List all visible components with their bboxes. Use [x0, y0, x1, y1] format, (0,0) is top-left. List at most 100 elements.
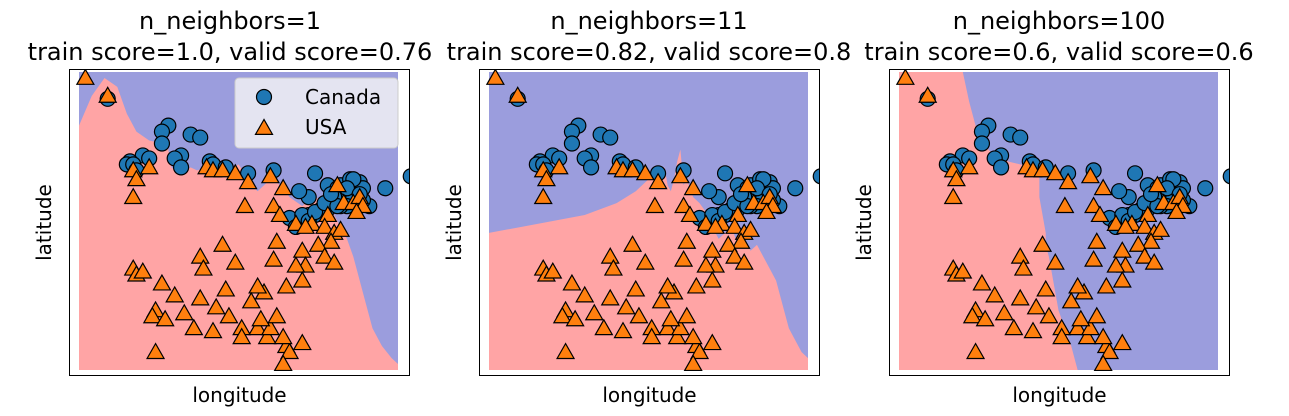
usa-point — [318, 205, 338, 223]
canada-point — [1111, 183, 1128, 200]
usa-point — [918, 86, 938, 103]
usa-point — [648, 172, 668, 190]
usa-point — [327, 175, 347, 193]
x-axis-label: longitude — [602, 383, 696, 407]
usa-point — [190, 288, 210, 306]
usa-point — [75, 69, 95, 85]
usa-point — [1144, 253, 1164, 270]
usa-point — [677, 232, 697, 249]
usa-point — [346, 202, 367, 220]
usa-point — [321, 232, 341, 249]
usa-point — [1045, 163, 1065, 181]
usa-point — [642, 327, 662, 345]
usa-point — [295, 217, 316, 234]
usa-point — [257, 327, 277, 345]
usa-point — [508, 86, 528, 103]
usa-point — [1147, 175, 1167, 193]
canada-point — [377, 180, 394, 197]
usa-point — [651, 291, 671, 309]
canada-point — [812, 168, 820, 185]
usa-region-tip — [79, 280, 102, 370]
usa-point — [946, 169, 966, 187]
panel-title-line1: n_neighbors=1 — [139, 7, 321, 35]
usa-point — [725, 247, 745, 264]
usa-point — [260, 166, 280, 184]
canada-point — [402, 168, 410, 185]
usa-point — [331, 220, 351, 237]
canada-point — [172, 159, 190, 176]
canada-point — [716, 165, 734, 182]
usa-point — [219, 306, 239, 324]
usa-point — [273, 327, 293, 345]
usa-point — [292, 241, 312, 258]
usa-point — [1068, 318, 1088, 336]
usa-point — [485, 69, 505, 85]
usa-point — [238, 172, 258, 190]
canada-point — [582, 159, 600, 176]
usa-point — [1093, 178, 1113, 196]
usa-point — [248, 276, 268, 294]
usa-point — [1033, 235, 1053, 252]
usa-point — [324, 253, 344, 270]
usa-point — [552, 306, 572, 324]
usa-point — [635, 163, 655, 181]
usa-point — [658, 318, 678, 336]
usa-point — [705, 217, 726, 234]
usa-point — [725, 217, 745, 234]
panel-title-line2: train score=0.82, valid score=0.8 — [447, 38, 852, 66]
usa-point — [1004, 318, 1024, 336]
usa-point — [1084, 250, 1104, 267]
usa-point — [1112, 241, 1132, 258]
panel-title-line1: n_neighbors=11 — [550, 7, 747, 35]
usa-point — [1033, 160, 1053, 178]
usa-point — [1013, 258, 1033, 276]
usa-point — [741, 220, 761, 237]
usa-point — [895, 69, 915, 85]
usa-point — [696, 255, 716, 273]
panel-title-line1: n_neighbors=100 — [953, 7, 1166, 35]
usa-point — [562, 273, 582, 291]
usa-point — [626, 279, 646, 297]
usa-point — [264, 250, 284, 267]
usa-point — [594, 318, 614, 336]
canada-point — [701, 183, 718, 200]
usa-point — [1087, 306, 1107, 324]
usa-point — [667, 327, 687, 345]
usa-point — [702, 270, 722, 288]
usa-point — [213, 235, 233, 252]
panel-title-line2: train score=0.6, valid score=0.6 — [864, 38, 1253, 66]
usa-point — [536, 169, 556, 187]
usa-point — [232, 327, 252, 345]
usa-point — [962, 306, 982, 324]
usa-point — [98, 86, 118, 103]
usa-point — [623, 160, 643, 178]
legend-usa-marker — [254, 118, 274, 135]
usa-point — [1068, 276, 1088, 294]
usa-point — [133, 261, 153, 279]
usa-point — [1128, 235, 1148, 252]
usa-point — [674, 250, 694, 267]
legend-label-canada: Canada — [305, 85, 381, 109]
usa-point — [1045, 253, 1065, 270]
usa-point — [1135, 217, 1155, 234]
usa-point — [1151, 220, 1171, 237]
usa-point — [1112, 270, 1132, 288]
usa-point — [953, 261, 973, 279]
usa-point — [264, 196, 284, 214]
usa-point — [1052, 327, 1072, 345]
usa-point — [556, 342, 576, 360]
usa-point — [146, 342, 166, 360]
usa-point — [273, 178, 293, 196]
usa-point — [1100, 342, 1120, 360]
usa-point — [1077, 327, 1097, 345]
usa-point — [623, 235, 643, 252]
usa-point — [286, 255, 306, 273]
usa-point — [1010, 288, 1030, 306]
usa-point — [139, 157, 159, 175]
usa-point — [543, 261, 563, 279]
usa-point — [190, 247, 210, 264]
usa-point — [1084, 196, 1104, 214]
